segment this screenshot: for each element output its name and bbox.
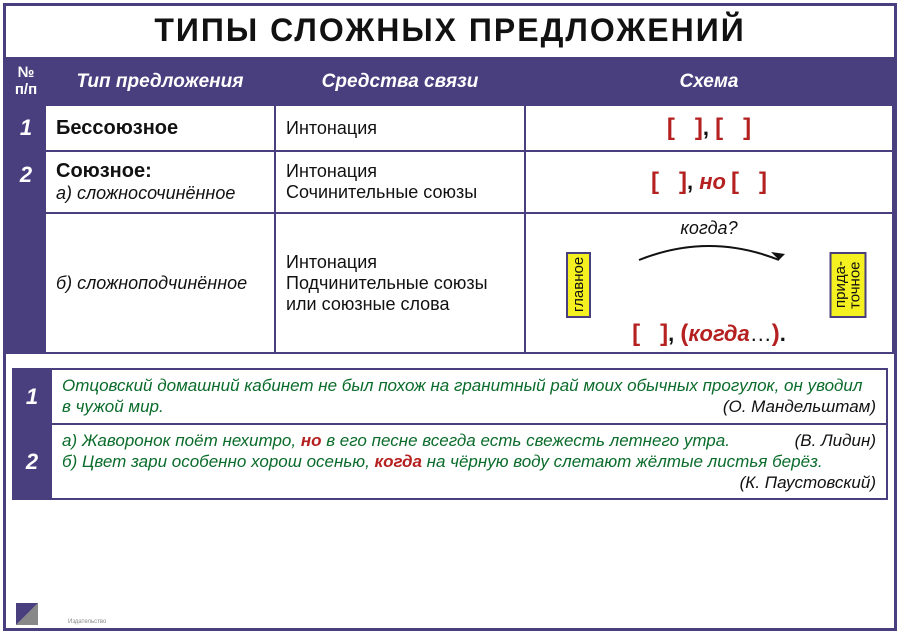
row-number: 2 [7, 151, 45, 353]
types-table: № п/п Тип предложения Средства связи Схе… [6, 57, 894, 354]
type-cell: Бессоюзное [45, 105, 275, 151]
type-main: Бессоюзное [56, 117, 178, 139]
bracket-icon: [ ] [715, 114, 751, 141]
type-main: Союзное: [56, 160, 152, 182]
example-row: 2 а) Жаворонок поёт нехитро, но в его пе… [13, 424, 887, 500]
publisher-logo-icon [16, 603, 38, 625]
scheme-cell: когда? главное прида- точное [ ], (когда… [525, 213, 893, 353]
table-row: 2 Союзное: а) сложносочинённое Интонация… [7, 151, 893, 213]
example-row: 1 Отцовский домашний кабинет не был похо… [13, 369, 887, 424]
footer: Издательство [16, 603, 884, 625]
table-row: б) сложноподчинённое Интонация Подчините… [7, 213, 893, 353]
scheme-cell: [ ], но [ ] [525, 151, 893, 213]
type-sub: б) сложноподчинённое [56, 273, 247, 293]
page-title: ТИПЫ СЛОЖНЫХ ПРЕДЛОЖЕНИЙ [6, 6, 894, 57]
example-number: 1 [13, 369, 51, 424]
bracket-icon: [ ] [667, 114, 703, 141]
means-cell: Интонация [275, 105, 525, 151]
bracket-icon: [ ] [651, 168, 687, 195]
arrow-arc-icon [629, 238, 789, 262]
examples-table: 1 Отцовский домашний кабинет не был похо… [12, 368, 888, 500]
highlighted-conj: но [301, 431, 322, 450]
footer-text: Издательство [68, 619, 106, 625]
type-cell: б) сложноподчинённое [45, 213, 275, 353]
col-num: № п/п [7, 58, 45, 105]
sentence-part: на чёрную воду слетают жёлтые листья бер… [422, 452, 823, 471]
scheme-bottom-line: [ ], (когда…). [532, 320, 886, 348]
type-cell: Союзное: а) сложносочинённое [45, 151, 275, 213]
conjunction: но [699, 169, 726, 194]
question-label: когда? [680, 218, 737, 239]
scheme-cell: [ ], [ ] [525, 105, 893, 151]
bracket-icon: [ ] [731, 168, 767, 195]
col-means: Средства связи [275, 58, 525, 105]
means-cell: Интонация Подчинительные союзы или союзн… [275, 213, 525, 353]
means-cell: Интонация Сочинительные союзы [275, 151, 525, 213]
comma: , [687, 169, 699, 194]
example-number: 2 [13, 424, 51, 500]
author: (О. Мандельштам) [723, 396, 876, 417]
table-row: 1 Бессоюзное Интонация [ ], [ ] [7, 105, 893, 151]
part-label: б) [62, 452, 82, 471]
main-clause-box: главное [566, 252, 591, 318]
example-text: а) Жаворонок поёт нехитро, но в его песн… [51, 424, 887, 500]
paren-icon: ) [772, 320, 780, 347]
col-type: Тип предложения [45, 58, 275, 105]
spacer [6, 354, 894, 362]
part-label: а) [62, 431, 82, 450]
sentence-part: Жаворонок поёт нехитро, [82, 431, 301, 450]
bracket-icon: [ ] [632, 320, 668, 347]
example-text: Отцовский домашний кабинет не был похож … [51, 369, 887, 424]
comma: , [703, 115, 715, 140]
sub-clause-box: прида- точное [830, 252, 867, 318]
sentence-part: в его песне всегда есть свежесть летнего… [321, 431, 729, 450]
sentence-part: Цвет зари особенно хорош осенью, [82, 452, 375, 471]
subordinate-scheme: когда? главное прида- точное [ ], (когда… [532, 218, 886, 348]
row-number: 1 [7, 105, 45, 151]
highlighted-conj: когда [375, 452, 422, 471]
author: (К. Паустовский) [740, 472, 876, 493]
type-sub: а) сложносочинённое [56, 183, 235, 203]
conjunction: когда [688, 321, 749, 346]
page-frame: ТИПЫ СЛОЖНЫХ ПРЕДЛОЖЕНИЙ № п/п Тип предл… [3, 3, 897, 631]
author: (В. Лидин) [795, 430, 876, 451]
col-scheme: Схема [525, 58, 893, 105]
header-row: № п/п Тип предложения Средства связи Схе… [7, 58, 893, 105]
